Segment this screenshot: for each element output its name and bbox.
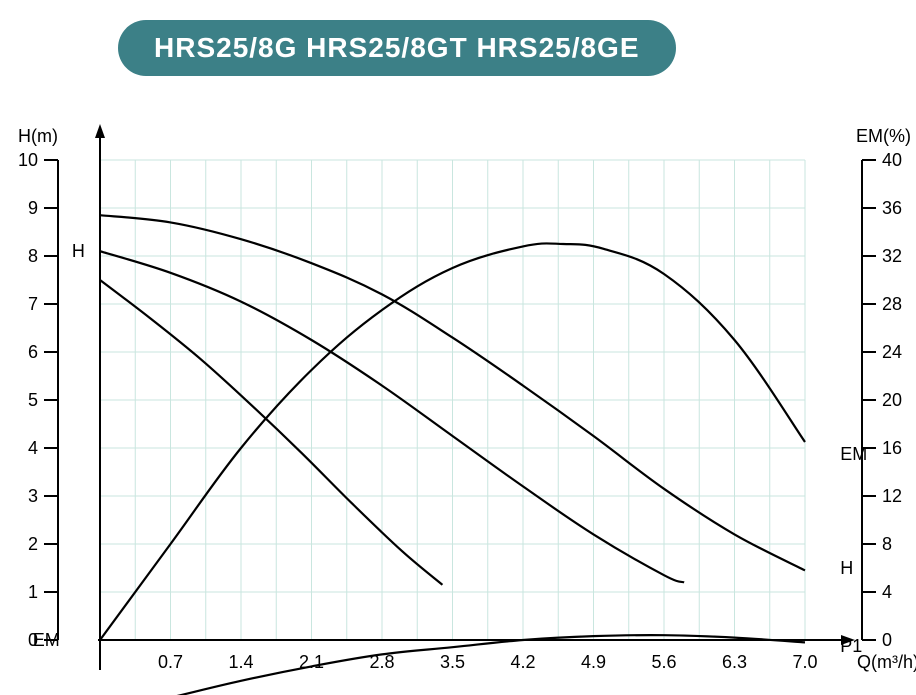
left-scale-tick-label: 9 xyxy=(28,198,38,218)
curve-H3 xyxy=(100,280,442,585)
x-tick-label: 0.7 xyxy=(158,652,183,672)
x-tick-label: 1.4 xyxy=(228,652,253,672)
left-scale-tick-label: 2 xyxy=(28,534,38,554)
y-axis-arrow xyxy=(95,124,105,138)
right-scale-tick-label: 24 xyxy=(882,342,902,362)
curve-label-left-EM: EM xyxy=(33,630,60,650)
right-scale-tick-label: 28 xyxy=(882,294,902,314)
left-scale-tick-label: 1 xyxy=(28,582,38,602)
left-scale-tick-label: 8 xyxy=(28,246,38,266)
right-scale-tick-label: 32 xyxy=(882,246,902,266)
right-scale-tick-label: 4 xyxy=(882,582,892,602)
left-scale-tick-label: 5 xyxy=(28,390,38,410)
y-left-axis-label: H(m) xyxy=(18,126,58,146)
curve-label-right-H: H xyxy=(840,558,853,578)
right-scale-tick-label: 40 xyxy=(882,150,902,170)
right-scale-tick-label: 0 xyxy=(882,630,892,650)
left-scale-tick-label: 3 xyxy=(28,486,38,506)
x-tick-label: 3.5 xyxy=(440,652,465,672)
left-scale-tick-label: 4 xyxy=(28,438,38,458)
left-scale-tick-label: 7 xyxy=(28,294,38,314)
y-right-axis-label: EM(%) xyxy=(856,126,911,146)
right-scale-tick-label: 16 xyxy=(882,438,902,458)
left-scale-tick-label: 10 xyxy=(18,150,38,170)
curve-label-left-H: H xyxy=(72,241,85,261)
x-tick-label: 4.2 xyxy=(510,652,535,672)
x-axis-label: Q(m³/h) xyxy=(857,652,916,672)
left-scale-tick-label: 6 xyxy=(28,342,38,362)
right-scale-tick-label: 8 xyxy=(882,534,892,554)
right-scale-tick-label: 36 xyxy=(882,198,902,218)
x-tick-label: 5.6 xyxy=(651,652,676,672)
x-tick-label: 7.0 xyxy=(792,652,817,672)
right-scale-tick-label: 12 xyxy=(882,486,902,506)
curve-label-right-EM: EM xyxy=(840,444,867,464)
x-tick-label: 4.9 xyxy=(581,652,606,672)
x-tick-label: 6.3 xyxy=(722,652,747,672)
right-scale-tick-label: 20 xyxy=(882,390,902,410)
curve-label-right-P1: P1 xyxy=(840,636,862,656)
pump-performance-chart: 012345678910H(m)0481216202428323640EM(%)… xyxy=(0,0,916,695)
